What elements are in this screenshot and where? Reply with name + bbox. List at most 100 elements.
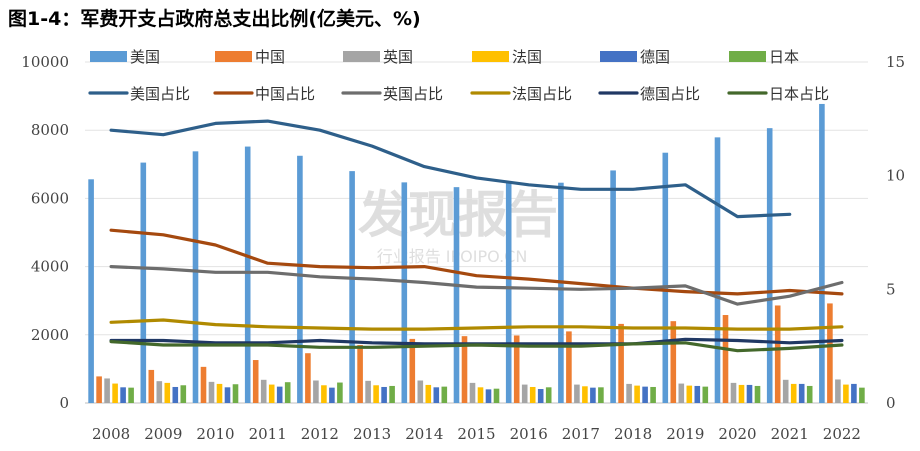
legend-label: 法国: [512, 48, 542, 66]
bar: [128, 387, 134, 403]
bar: [433, 387, 440, 403]
bar: [819, 103, 825, 404]
bar: [104, 378, 110, 403]
bar: [156, 381, 163, 403]
bar: [782, 379, 789, 403]
bar: [417, 380, 424, 403]
bar: [208, 381, 215, 403]
legend-item: 德国占比: [598, 85, 700, 103]
x-tick-label: 2014: [405, 425, 443, 443]
x-tick-label: 2022: [823, 425, 861, 443]
x-tick-label: 2015: [457, 425, 495, 443]
bar: [574, 384, 580, 403]
bar: [694, 385, 701, 403]
line-series-4: [109, 318, 844, 331]
bar: [493, 388, 500, 403]
legend-swatch: [90, 51, 127, 62]
legend-item: 中国: [215, 48, 285, 66]
legend-item: 英国: [343, 48, 413, 66]
bar: [321, 385, 327, 403]
bar: [662, 152, 669, 403]
bar: [329, 387, 335, 403]
bar: [461, 336, 468, 403]
bar: [401, 182, 408, 403]
bar: [537, 389, 544, 403]
bar: [851, 383, 857, 403]
legend-label: 中国占比: [255, 85, 315, 103]
bar: [558, 182, 564, 403]
bar: [200, 366, 207, 403]
bar: [88, 179, 94, 403]
legend-item: 法国占比: [470, 85, 572, 103]
bar-series-3: [104, 378, 841, 403]
bar: [754, 385, 761, 403]
bar: [469, 382, 476, 403]
legend-label: 英国: [383, 48, 413, 66]
bar: [216, 383, 223, 403]
bar: [702, 386, 709, 403]
legend-item: 日本: [729, 48, 799, 66]
x-tick-label: 2011: [249, 425, 287, 443]
bar: [477, 387, 484, 403]
legend-label: 美国: [130, 48, 160, 66]
bar: [120, 387, 126, 403]
bar: [634, 385, 640, 403]
legend-item: 日本占比: [727, 85, 829, 103]
legend-item: 法国: [472, 48, 542, 66]
watermark-sub: 行业报告 IPOIPO.CN: [377, 247, 528, 266]
left-y-tick-label: 0: [59, 394, 69, 412]
bar: [582, 386, 588, 403]
legend-label: 中国: [255, 48, 285, 66]
left-y-tick-label: 2000: [31, 326, 69, 344]
bar: [389, 385, 395, 403]
bar: [642, 386, 648, 403]
bar: [766, 128, 773, 404]
bar: [806, 385, 813, 403]
line-series-1: [109, 119, 792, 219]
bar: [738, 384, 745, 403]
x-tick-label: 2009: [144, 425, 182, 443]
left-y-tick-label: 8000: [31, 121, 69, 139]
x-tick-label: 2016: [510, 425, 548, 443]
bar: [381, 386, 387, 403]
bar: [172, 386, 179, 403]
bar: [790, 383, 797, 403]
bar: [224, 387, 231, 403]
bar: [268, 384, 275, 403]
x-tick-label: 2008: [92, 425, 130, 443]
bar: [453, 187, 460, 403]
bar: [843, 384, 849, 403]
legend-item: 英国占比: [341, 85, 443, 103]
bar: [313, 380, 319, 403]
line-series-3: [109, 265, 844, 306]
bar: [859, 387, 865, 403]
bar: [521, 384, 528, 403]
x-tick-label: 2018: [614, 425, 652, 443]
bar: [513, 335, 520, 403]
legend-swatch: [472, 51, 509, 62]
bar: [686, 385, 693, 403]
legend-swatch: [600, 51, 637, 62]
bar: [714, 137, 721, 403]
bar: [284, 382, 291, 403]
legend-item: 德国: [600, 48, 670, 66]
bar: [566, 331, 572, 403]
bar-series-5: [120, 383, 857, 403]
bar: [827, 303, 833, 403]
legend-swatch: [343, 51, 380, 62]
x-tick-label: 2017: [562, 425, 600, 443]
x-tick-label: 2020: [718, 425, 756, 443]
left-y-tick-label: 6000: [31, 189, 69, 207]
right-y-axis: 0 5 10 15: [886, 53, 905, 412]
line-series-2: [109, 228, 844, 296]
bar: [529, 386, 536, 403]
bar: [337, 382, 343, 403]
bar: [112, 383, 118, 403]
line-series-5: [109, 337, 844, 346]
bar: [252, 360, 259, 403]
bar: [835, 379, 841, 403]
bar: [618, 323, 624, 403]
x-tick-label: 2012: [301, 425, 339, 443]
